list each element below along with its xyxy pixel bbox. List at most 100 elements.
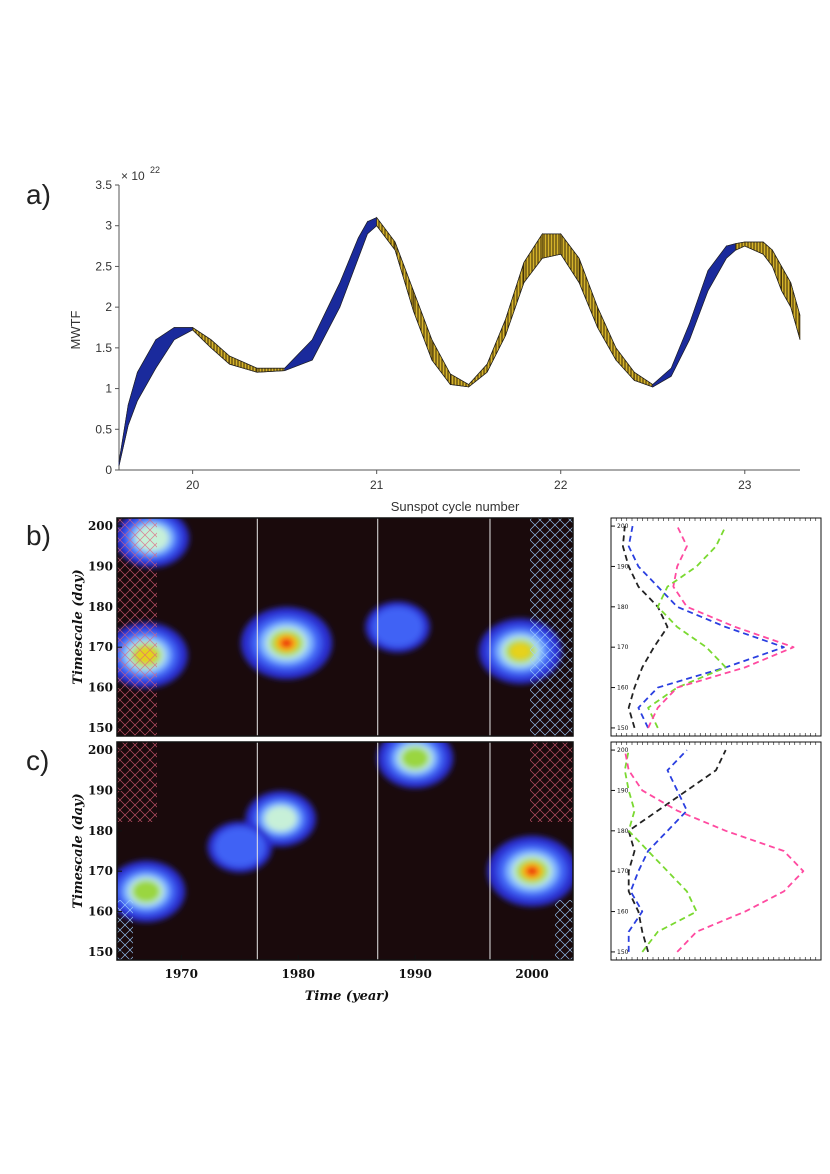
chart-c-frame	[116, 741, 574, 961]
chart-b-side-frame	[610, 517, 822, 737]
chart-b-ytick-label: 150	[88, 721, 113, 735]
chart-b-ytick-label: 190	[88, 559, 113, 573]
chart-b-ytick-label: 180	[88, 600, 113, 614]
chart-b-power-peak	[281, 639, 292, 648]
chart-c-xtick-label: 1980	[282, 967, 315, 981]
chart-c-power-peak	[264, 806, 297, 832]
chart-c-xlabel: Time (year)	[305, 989, 390, 1004]
chart-a-band-rising	[311, 282, 341, 361]
chart-a-exponent: 22	[150, 165, 160, 175]
chart-a-band-rising	[357, 220, 368, 259]
chart-c-side-ytick-label: 200	[617, 747, 629, 754]
chart-a-band-declining	[744, 241, 764, 255]
chart-c-xtick-label: 1990	[398, 967, 431, 981]
chart-b-side-curve-black	[621, 525, 669, 729]
chart-a-band-rising	[367, 217, 377, 235]
chart-a-lower-line	[118, 225, 801, 467]
chart-a-ytick-label: 3	[105, 219, 112, 233]
chart-c-ytick-label: 170	[88, 864, 113, 878]
chart-b-coi-right	[530, 518, 573, 736]
chart-a-xtick-label: 20	[186, 478, 200, 492]
chart-a-xtick-label: 22	[554, 478, 568, 492]
chart-b-frame	[116, 517, 574, 737]
chart-b-side-ytick-label: 180	[617, 604, 629, 611]
chart-c-ylabel: Timescale (day)	[71, 793, 86, 908]
chart-a-ytick-label: 1.5	[95, 341, 112, 355]
chart-a-multiplier: × 10	[121, 169, 145, 183]
chart-a-band-declining	[781, 265, 792, 309]
chart-b-side-curve-green	[647, 525, 727, 729]
chart-a-xtick-label: 21	[370, 478, 384, 492]
chart-b: 150 160 170 180 190 200 Timescale (day) 150 16…	[71, 517, 822, 737]
chart-c-side-ytick-label: 190	[617, 787, 629, 794]
chart-a-band-rising	[137, 338, 157, 402]
chart-b-ylabel: Timescale (day)	[71, 569, 86, 684]
chart-a-ytick-label: 0	[105, 463, 112, 477]
chart-a-upper-line	[118, 217, 801, 462]
chart-a-band-declining	[505, 262, 525, 336]
chart-c-side-curve-green	[623, 749, 698, 953]
panel-label-a: a)	[26, 179, 51, 210]
chart-a-band-rising	[689, 270, 709, 340]
chart-c-side-ytick-label: 170	[617, 868, 629, 875]
chart-b-side-ytick-label: 190	[617, 563, 629, 570]
chart-b-side-ytick-label: 170	[617, 644, 629, 651]
chart-a-ytick-label: 1	[105, 382, 112, 396]
chart-b-side-ytick-label: 200	[617, 523, 629, 530]
chart-c-side-curve-black	[627, 749, 727, 953]
chart-a-ytick-label: 2.5	[95, 259, 112, 273]
chart-b-power-peak	[372, 607, 423, 647]
chart-a-band-rising	[707, 245, 727, 292]
chart-c-side-ytick-label: 160	[617, 909, 629, 916]
chart-c-side-ytick-label: 180	[617, 828, 629, 835]
chart-c-xtick-label: 2000	[515, 967, 548, 981]
chart-b-side-ytick-label: 160	[617, 685, 629, 692]
chart-a-band-declining	[578, 258, 598, 328]
chart-a-band-declining	[210, 339, 230, 365]
chart-c-power-peak	[132, 880, 161, 903]
chart-c-power-peak	[527, 867, 537, 876]
chart-a-band-declining	[376, 216, 396, 252]
chart-c-side-ytick-label: 150	[617, 949, 629, 956]
chart-a-band-declining	[615, 346, 635, 382]
panel-label-b: b)	[26, 520, 51, 551]
chart-c-coi-left	[117, 742, 157, 822]
chart-a-band-declining	[431, 339, 451, 386]
chart-c-ytick-label: 180	[88, 824, 113, 838]
chart-c-power-peak	[401, 747, 429, 769]
chart-c-side-curve-blue	[627, 749, 688, 952]
chart-a-ylabel: MWTF	[68, 310, 83, 349]
chart-b-coi-left	[117, 518, 157, 736]
panel-label-c: c)	[26, 745, 49, 776]
chart-c-ytick-label: 150	[88, 945, 113, 959]
chart-b-side-ytick-label: 150	[617, 725, 629, 732]
chart-b-ytick-label: 200	[88, 519, 113, 533]
chart-c-ytick-label: 190	[88, 783, 113, 797]
chart-c-xtick-label: 1970	[165, 967, 198, 981]
chart-c: 150 160 170 180 190 200 1970 1980 1990 2000 Time…	[71, 741, 822, 1004]
chart-a-band-declining	[394, 241, 414, 312]
chart-a-ytick-label: 0.5	[95, 422, 112, 436]
chart-b-side-curve-pink	[647, 525, 795, 729]
chart-c-side-curve-pink	[623, 749, 805, 953]
chart-a-band-rising	[670, 323, 690, 377]
chart-b-ytick-label: 170	[88, 640, 113, 654]
chart-c-ytick-label: 160	[88, 905, 113, 919]
chart-c-coi-right	[530, 742, 573, 822]
chart-a-band-rising	[339, 237, 359, 308]
chart-a-ytick-label: 2	[105, 300, 112, 314]
chart-a-ytick-label: 3.5	[95, 178, 112, 192]
chart-a-xlabel: Sunspot cycle number	[391, 499, 520, 514]
chart-a-band-declining	[486, 319, 506, 373]
chart-c-power-peak	[214, 827, 265, 867]
chart-a-band-declining	[413, 290, 433, 361]
chart-c-side-frame	[610, 741, 822, 961]
chart-a: 0 0.5 1 1.5 2 2.5 3 3.5 20 21 22 23 × 10 22 MWTF S…	[68, 165, 801, 514]
chart-b-side-curve-blue	[627, 525, 785, 729]
chart-a-band-declining	[597, 307, 617, 362]
chart-a-band-declining	[229, 355, 258, 373]
chart-b-power-peak	[509, 642, 532, 661]
chart-c-ytick-label: 200	[88, 743, 113, 757]
chart-b-ytick-label: 160	[88, 681, 113, 695]
chart-a-xtick-label: 23	[738, 478, 752, 492]
